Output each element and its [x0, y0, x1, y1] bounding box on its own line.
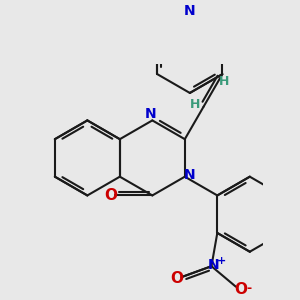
- Text: N: N: [145, 107, 156, 121]
- Text: N: N: [184, 4, 196, 18]
- Text: -: -: [246, 282, 252, 295]
- Text: N: N: [184, 168, 195, 182]
- Text: O: O: [234, 282, 247, 297]
- Text: +: +: [217, 256, 226, 266]
- Text: O: O: [170, 272, 184, 286]
- Text: H: H: [219, 75, 230, 88]
- Text: N: N: [208, 259, 219, 272]
- Text: O: O: [104, 188, 117, 203]
- Text: H: H: [190, 98, 200, 111]
